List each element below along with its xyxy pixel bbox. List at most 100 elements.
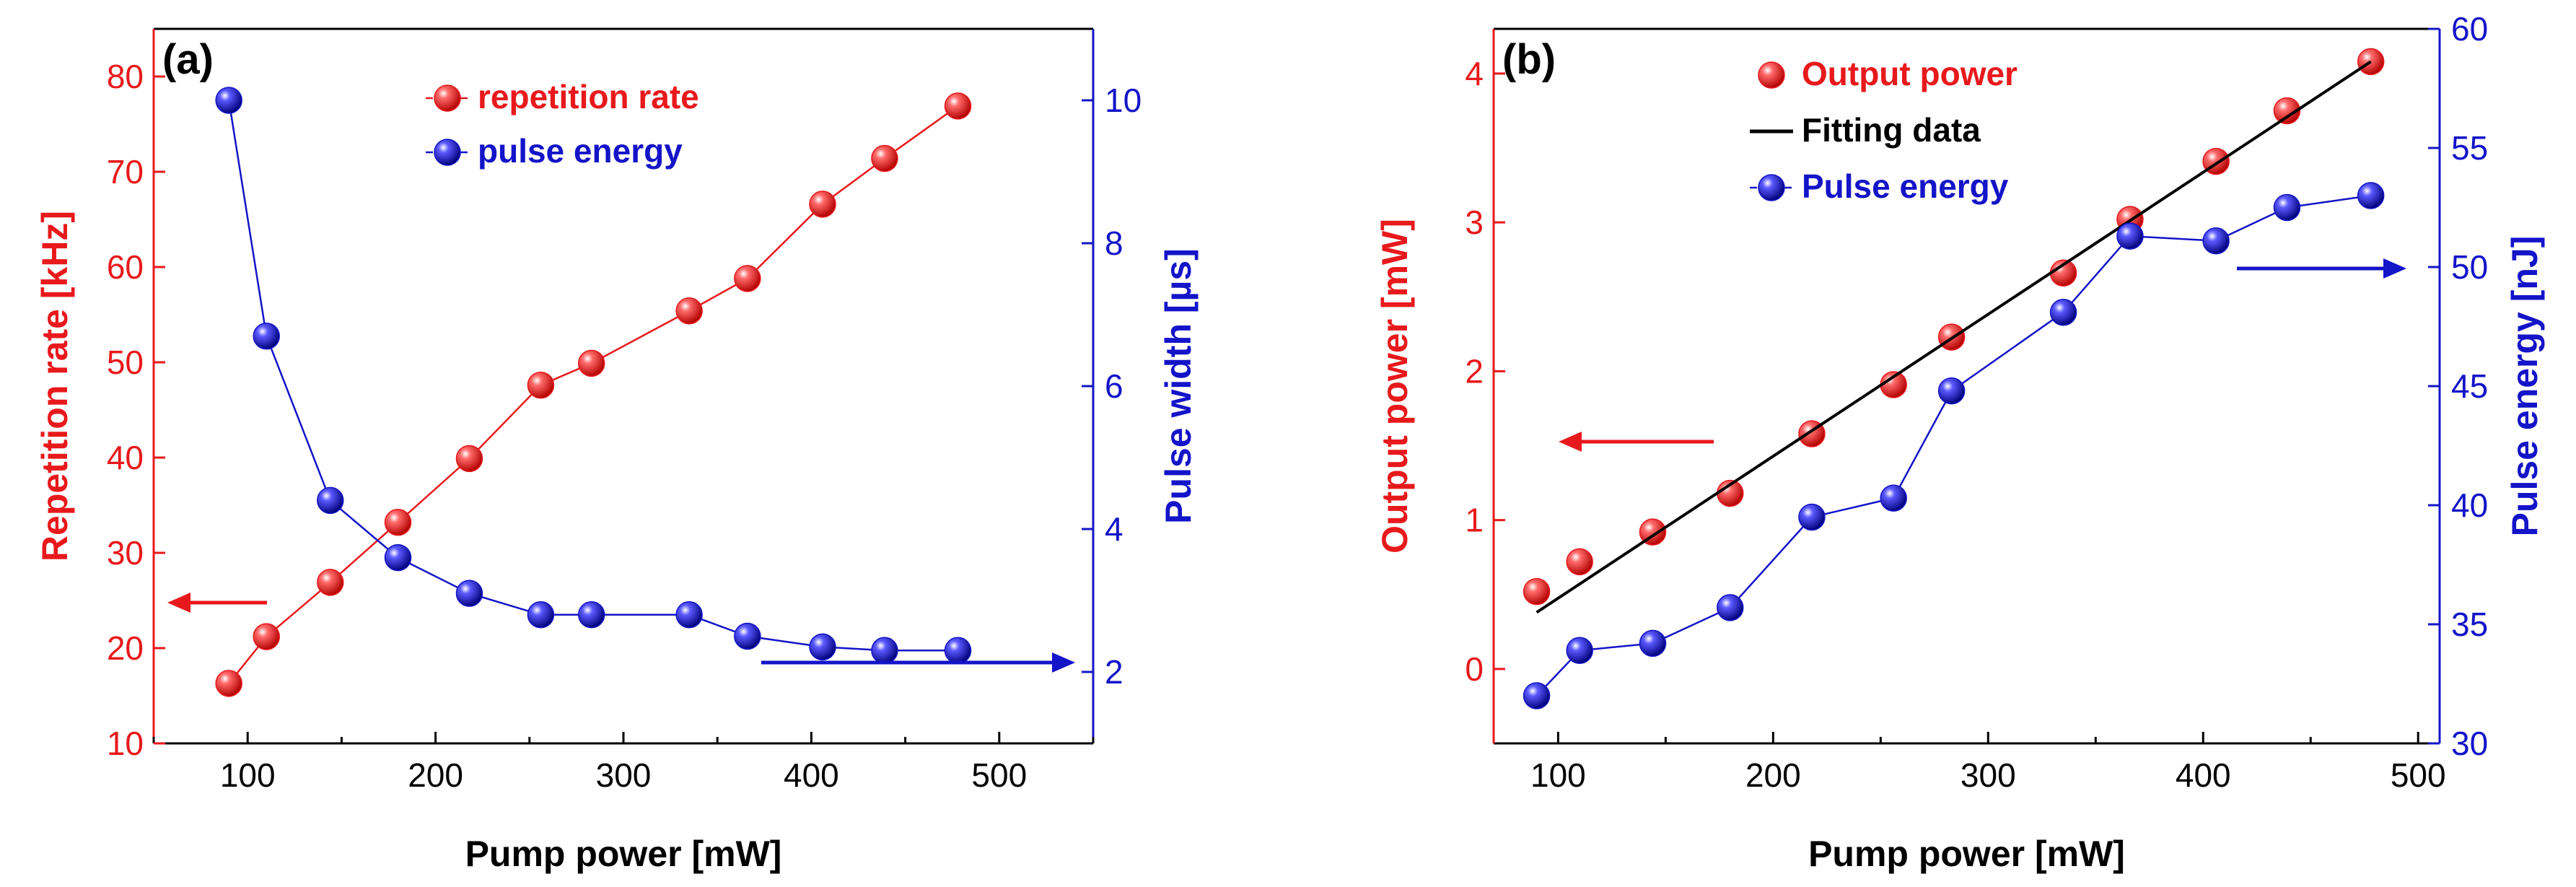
panel-a-repetition-rate-point <box>809 191 836 218</box>
panel-b-x-tick-label: 200 <box>1745 756 1801 794</box>
panel-a-repetition-rate-point <box>734 265 761 292</box>
panel-a-repetition-rate-point <box>384 509 412 536</box>
panel-b-x-tick-label: 300 <box>1961 756 2016 794</box>
panel-b-pulse-energy-point <box>1798 503 1826 531</box>
panel-b-pulse-energy-point <box>1639 629 1667 657</box>
panel-a-pulse-energy-point <box>215 87 242 114</box>
panel-a-y-tick-label: 60 <box>107 248 144 286</box>
panel-a-x-axis-title: Pump power [mW] <box>465 834 782 874</box>
panel-a-pulse-energy-point <box>527 601 555 629</box>
panel-b-legend-fitting-data-label: Fitting data <box>1802 111 1981 149</box>
panel-b-x-tick-label: 400 <box>2176 756 2231 794</box>
panel-b-legend-pulse-energy-swatch-marker <box>1758 174 1785 201</box>
panel-a-repetition-rate-point <box>215 670 242 697</box>
panel-a-y2-tick-label: 8 <box>1105 224 1123 262</box>
panel-b-pulse-energy-point <box>2273 193 2301 222</box>
panel-a-legend-pulse-energy-label: pulse energy <box>478 132 683 170</box>
panel-a-pulse-energy-point <box>455 580 483 607</box>
panel-b-panel-label: (b) <box>1502 36 1556 83</box>
panel-b-output-power-point <box>1566 548 1593 576</box>
panel-b-pulse-energy-point <box>1717 594 1744 621</box>
panel-a-repetition-rate-point <box>944 92 972 120</box>
panel-b-y2-tick-label: 60 <box>2451 10 2488 48</box>
panel-a-y-tick-label: 40 <box>107 439 144 476</box>
panel-a-y-tick-label: 30 <box>107 534 144 572</box>
panel-a-arrow-left-head <box>167 593 190 613</box>
panel-b-x-axis-title: Pump power [mW] <box>1808 834 2125 874</box>
panel-b-pulse-energy-line <box>1535 194 2371 696</box>
panel-b-y-axis-title: Output power [mW] <box>1375 219 1415 554</box>
panel-a-chart: 100 200 300 400 500 10 20 30 40 50 60 70 80 2 4 6 8 10 Pum… <box>35 27 1199 874</box>
panel-a-repetition-rate-point <box>527 371 555 399</box>
panel-a-y-tick-label: 80 <box>107 58 144 95</box>
panel-b-y-tick-label: 0 <box>1465 650 1484 688</box>
panel-b-output-power-point <box>2273 97 2301 125</box>
panel-a-x-tick-label: 200 <box>408 756 463 794</box>
panel-a-pulse-energy-point <box>871 637 898 665</box>
panel-b-y2-axis-title: Pulse energy [nJ] <box>2505 236 2545 537</box>
panel-b-y2-tick-label: 45 <box>2451 367 2488 405</box>
panel-a-x-tick-label: 400 <box>784 756 839 794</box>
panel-a-pulse-energy-point <box>944 637 972 665</box>
panel-a-pulse-energy-point <box>384 543 412 572</box>
panel-a-y2-axis-title: Pulse width [µs] <box>1158 248 1199 524</box>
panel-b-y-tick-label: 1 <box>1465 502 1484 539</box>
panel-b-fitting-data-line <box>1535 60 2372 614</box>
panel-a-repetition-rate-point <box>577 349 605 377</box>
panel-a-y2-tick-label: 2 <box>1105 653 1123 691</box>
panel-a-y-tick-label: 50 <box>107 344 144 381</box>
panel-a-pulse-energy-point <box>734 622 761 650</box>
panel-a-repetition-rate-point <box>871 144 898 172</box>
panel-b-y2-tick-label: 50 <box>2451 248 2488 286</box>
panel-b-legend-output-power-swatch <box>1758 61 1785 89</box>
panel-b-x-tick-label: 100 <box>1530 756 1586 794</box>
panel-a-repetition-rate-point <box>675 297 703 325</box>
panel-b-pulse-energy-point <box>2049 298 2077 326</box>
panel-a-y2-tick-label: 10 <box>1105 82 1142 119</box>
panel-b-chart: 100 200 300 400 500 0 1 2 3 4 30 35 40 45 50 55 60 Pump p… <box>1375 10 2545 874</box>
panel-a-pulse-energy-point <box>253 322 280 350</box>
panel-b-output-power-point <box>1523 577 1551 606</box>
panel-a-legend-pulse-energy-swatch-marker <box>434 139 461 166</box>
panel-b-y2-tick-label: 35 <box>2451 606 2488 643</box>
panel-a-panel-label: (a) <box>162 36 214 83</box>
panel-a-pulse-energy-point <box>577 601 605 629</box>
panel-a-repetition-rate-point <box>455 445 483 473</box>
panel-a-legend-repetition-rate-swatch-marker <box>434 84 461 112</box>
panel-b-pulse-energy-point <box>1880 484 1907 512</box>
panel-a-arrow-right-head <box>1052 652 1075 673</box>
panel-b-y2-tick-label: 55 <box>2451 129 2488 167</box>
panel-b-pulse-energy-point <box>1566 637 1593 665</box>
panel-b-pulse-energy-point <box>1523 682 1551 709</box>
panel-a-y-tick-label: 70 <box>107 153 144 191</box>
panel-b-arrow-right-head <box>2383 258 2406 279</box>
panel-a-x-tick-label: 100 <box>220 756 276 794</box>
panel-a-x-tick-label: 500 <box>971 756 1027 794</box>
panel-a-repetition-rate-line <box>228 105 959 684</box>
panel-a-pulse-energy-point <box>809 633 836 661</box>
panel-a-y2-tick-label: 4 <box>1105 510 1123 548</box>
panel-b-pulse-energy-point <box>2116 222 2144 250</box>
panel-b-legend-output-power-label: Output power <box>1802 55 2018 92</box>
panel-b-pulse-energy-point <box>1937 377 1966 405</box>
panel-b-y2-tick-label: 30 <box>2451 725 2488 762</box>
panel-b-y-tick-label: 3 <box>1465 204 1484 241</box>
panel-a-y-axis-title: Repetition rate [kHz] <box>35 211 75 562</box>
panel-a-x-tick-label: 300 <box>596 756 652 794</box>
panel-b-legend-pulse-energy-label: Pulse energy <box>1802 167 2009 205</box>
panel-b-arrow-left-head <box>1559 432 1582 452</box>
panel-b-pulse-energy-point <box>2202 227 2230 255</box>
panel-a-y-tick-label: 10 <box>107 725 144 762</box>
panel-a-repetition-rate-point <box>317 569 344 596</box>
panel-a-legend-repetition-rate-label: repetition rate <box>478 78 699 115</box>
panel-b-y-tick-label: 2 <box>1465 352 1484 390</box>
panel-a-pulse-energy-point <box>317 486 344 515</box>
panel-b-x-tick-label: 500 <box>2391 756 2446 794</box>
panel-a-repetition-rate-point <box>253 623 280 650</box>
panel-a-y-tick-label: 20 <box>107 629 144 667</box>
panel-a-y2-tick-label: 6 <box>1105 367 1123 405</box>
panel-a-pulse-energy-point <box>675 601 703 629</box>
panel-b-y-tick-label: 4 <box>1465 55 1484 92</box>
panel-b-pulse-energy-point <box>2357 182 2385 209</box>
